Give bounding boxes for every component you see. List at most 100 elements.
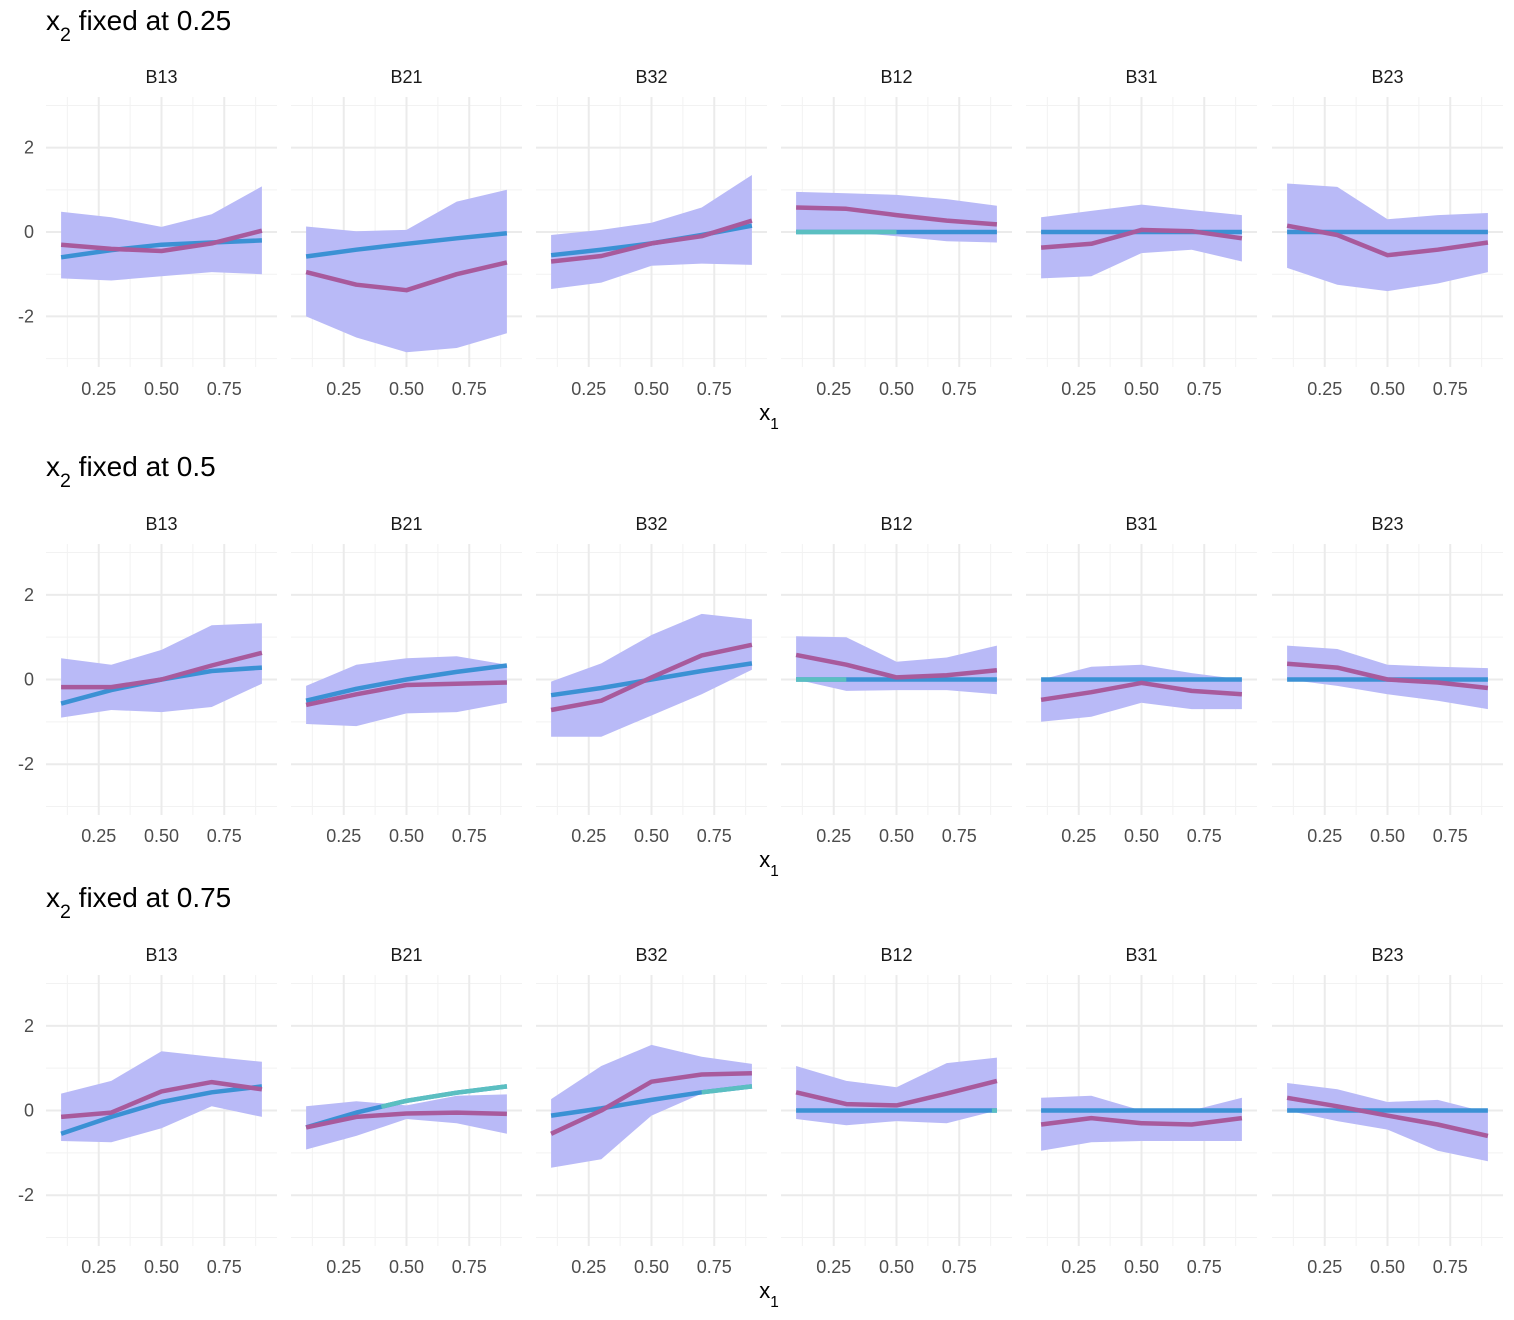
estimate-line [1286, 223, 1489, 258]
panel-B13: B13 0.25 0.50 0.75 [46, 514, 277, 846]
panel-B23: B23 0.25 0.50 0.75 [1272, 67, 1503, 399]
credible-band [61, 1051, 262, 1143]
estimate-line [305, 260, 508, 293]
strip-label: B12 [880, 945, 912, 965]
credible-band [551, 175, 752, 289]
x-tick-label: 0.50 [1124, 379, 1159, 399]
x-tick-label: 0.50 [1370, 1257, 1405, 1277]
panel-B21: B21 0.25 0.50 0.75 [291, 945, 522, 1277]
strip-label: B13 [145, 67, 177, 87]
estimate-line [550, 1070, 752, 1136]
x-tick-label: 0.75 [942, 1257, 977, 1277]
panel-B31: B31 0.25 0.50 0.75 [1026, 514, 1257, 846]
strip-label: B31 [1125, 514, 1157, 534]
strip-label: B31 [1125, 945, 1157, 965]
x-tick-label: 0.25 [1061, 379, 1096, 399]
truth-line-alt [701, 1084, 753, 1095]
x-tick-label: 0.25 [571, 1257, 606, 1277]
row-title: x2 fixed at 0.25 [46, 5, 231, 46]
truth-line [305, 231, 508, 259]
estimate-line [795, 652, 998, 680]
credible-band [1041, 204, 1242, 279]
credible-band [306, 189, 507, 353]
x-tick-label: 0.75 [207, 1257, 242, 1277]
x-tick-label: 0.50 [389, 826, 424, 846]
x-axis-label: x1 [759, 1278, 779, 1311]
row-title: x2 fixed at 0.75 [46, 882, 231, 923]
x-tick-label: 0.75 [942, 826, 977, 846]
credible-band [1287, 183, 1488, 292]
x-tick-label: 0.75 [1433, 826, 1468, 846]
x-tick-label: 0.25 [326, 1257, 361, 1277]
x-tick-label: 0.75 [1187, 826, 1222, 846]
x-tick-label: 0.25 [1307, 1257, 1342, 1277]
panel-B12: B12 0.25 0.50 0.75 [781, 945, 1012, 1277]
strip-label: B32 [635, 514, 667, 534]
x-tick-label: 0.50 [879, 1257, 914, 1277]
panel-B13: B13 0.25 0.50 0.75 [46, 67, 277, 399]
x-tick-label: 0.50 [1124, 1257, 1159, 1277]
panel-B12: B12 0.25 0.50 0.75 [781, 67, 1012, 399]
x-tick-label: 0.75 [207, 826, 242, 846]
credible-band [61, 623, 262, 718]
x-tick-label: 0.75 [1187, 379, 1222, 399]
truth-line-alt [380, 1084, 508, 1109]
panel-B21: B21 0.25 0.50 0.75 [291, 67, 522, 399]
x-tick-label: 0.25 [816, 826, 851, 846]
x-tick-label: 0.50 [1370, 826, 1405, 846]
x-tick-label: 0.25 [571, 826, 606, 846]
x-tick-label: 0.75 [207, 379, 242, 399]
y-tick-label: 2 [24, 1016, 34, 1036]
x-tick-label: 0.50 [144, 826, 179, 846]
x-tick-label: 0.75 [697, 826, 732, 846]
strip-label: B21 [390, 945, 422, 965]
panel-B13: B13 0.25 0.50 0.75 [46, 945, 277, 1277]
panel-B31: B31 0.25 0.50 0.75 [1026, 67, 1257, 399]
estimate-line [1040, 227, 1243, 250]
panel-B21: B21 0.25 0.50 0.75 [291, 514, 522, 846]
estimate-line [60, 228, 263, 254]
x-tick-label: 0.50 [1124, 826, 1159, 846]
x-tick-label: 0.25 [1061, 826, 1096, 846]
x-tick-label: 0.25 [81, 1257, 116, 1277]
credible-band [1287, 1083, 1488, 1162]
x-tick-label: 0.50 [634, 379, 669, 399]
x-tick-label: 0.25 [571, 379, 606, 399]
panel-B23: B23 0.25 0.50 0.75 [1272, 945, 1503, 1277]
x-tick-label: 0.75 [452, 1257, 487, 1277]
credible-band [61, 186, 262, 281]
x-tick-label: 0.25 [816, 379, 851, 399]
x-tick-label: 0.75 [1187, 1257, 1222, 1277]
estimate-line [795, 1078, 998, 1108]
x-axis-label: x1 [759, 847, 779, 880]
x-tick-label: 0.25 [1061, 1257, 1096, 1277]
strip-label: B32 [635, 945, 667, 965]
facet-row-2: x2 fixed at 0.5 -2 0 2 B13 0.25 0.50 0.75 B21 0.2… [18, 451, 1503, 880]
estimate-line [1286, 661, 1489, 691]
facet-row-3: x2 fixed at 0.75 -2 0 2 B13 0.25 0.50 0.75 B21 0.… [18, 882, 1503, 1311]
panel-B32: B32 0.25 0.50 0.75 [536, 945, 767, 1277]
strip-label: B23 [1371, 514, 1403, 534]
x-tick-label: 0.50 [634, 826, 669, 846]
x-tick-label: 0.50 [144, 379, 179, 399]
estimate-line [1040, 680, 1243, 703]
strip-label: B32 [635, 67, 667, 87]
x-tick-label: 0.25 [816, 1257, 851, 1277]
y-tick-label: -2 [18, 306, 34, 326]
estimate-line [61, 650, 263, 690]
strip-label: B12 [880, 514, 912, 534]
estimate-line [305, 680, 507, 708]
estimate-line [796, 205, 998, 227]
credible-band [306, 1094, 507, 1150]
strip-label: B31 [1125, 67, 1157, 87]
panel-B31: B31 0.25 0.50 0.75 [1026, 945, 1257, 1277]
y-tick-label: -2 [18, 754, 34, 774]
x-tick-label: 0.75 [697, 379, 732, 399]
y-tick-label: 2 [24, 138, 34, 158]
x-tick-label: 0.25 [326, 826, 361, 846]
strip-label: B21 [390, 67, 422, 87]
y-tick-label: 0 [24, 670, 34, 690]
panel-B32: B32 0.25 0.50 0.75 [536, 67, 767, 399]
estimate-line [550, 218, 753, 264]
